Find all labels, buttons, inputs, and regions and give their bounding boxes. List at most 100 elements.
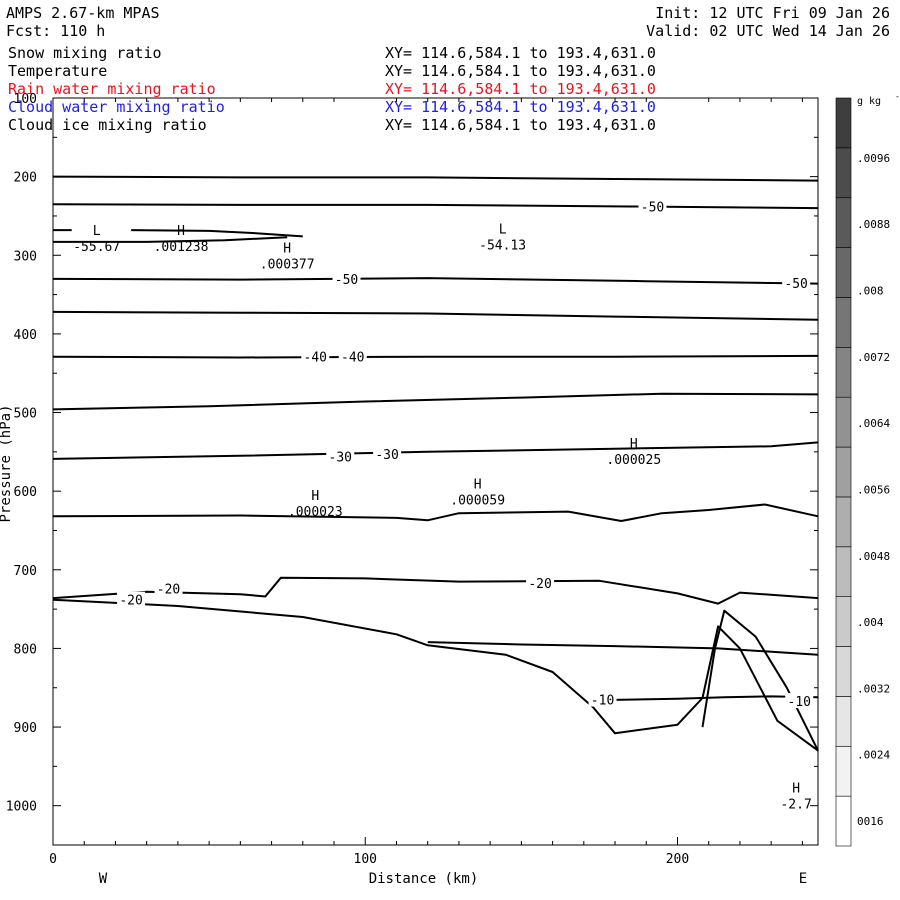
contour-label: -50 <box>641 201 664 216</box>
extremum-value: -55.67 <box>73 240 120 255</box>
temperature-contour <box>52 441 819 460</box>
colorbar-swatch <box>835 247 852 298</box>
colorbar-swatch <box>835 147 852 199</box>
high-marker: H <box>792 782 800 797</box>
colorbar-swatch <box>835 97 852 149</box>
colorbar-label: 0016 <box>857 815 884 828</box>
field-row: Temperature XY= 114.6,584.1 to 193.4,631.… <box>8 62 656 80</box>
colorbar-swatch <box>835 396 852 448</box>
temperature-contour <box>52 277 819 285</box>
x-tick-label: 0 <box>49 852 57 867</box>
contour-label-bg <box>154 580 183 596</box>
contour-label-bg <box>588 691 617 707</box>
contour-label: -50 <box>784 277 807 292</box>
extremum-value: .001238 <box>154 240 209 255</box>
colorbar-swatch <box>835 745 852 797</box>
y-tick-label: 100 <box>14 92 37 107</box>
colorbar-swatch <box>835 646 852 697</box>
temperature-contour <box>701 609 819 752</box>
high-marker: H <box>474 477 482 492</box>
colorbar-label: .0072 <box>857 351 890 364</box>
colorbar-swatch <box>835 546 852 597</box>
temperature-contour <box>427 641 819 656</box>
field-row: Snow mixing ratio XY= 114.6,584.1 to 193.… <box>8 44 656 62</box>
field-xy-cloud-ice: XY= 114.6,584.1 to 193.4,631.0 <box>385 116 656 134</box>
contour-label: -20 <box>157 583 180 598</box>
temperature-contour <box>52 203 819 210</box>
contour-label: -40 <box>341 351 364 366</box>
extremum-value: .000025 <box>606 453 661 468</box>
x-end-label-west: W <box>99 871 108 887</box>
contour-label: -20 <box>528 577 551 592</box>
field-row: Rain water mixing ratio XY= 114.6,584.1 t… <box>8 80 656 98</box>
extremum-value: -2.7 <box>780 798 811 813</box>
y-tick-label: 200 <box>14 171 37 186</box>
y-tick-label: 500 <box>14 407 37 422</box>
extremum-value: .000059 <box>450 493 505 508</box>
colorbar-swatch <box>835 297 852 348</box>
forecast-hour: Fcst: 110 h <box>6 22 106 40</box>
field-row: Cloud ice mixing ratio XY= 114.6,584.1 to… <box>8 116 656 134</box>
contour-label-bg <box>526 575 555 591</box>
contour-label-bg <box>638 198 667 214</box>
colorbar-swatch <box>835 596 852 647</box>
contour-label-bg <box>782 274 811 290</box>
contour-label-bg <box>332 270 361 286</box>
colorbar-swatch <box>835 496 852 548</box>
contour-label-bg <box>373 446 402 462</box>
field-row: Cloud water mixing ratio XY= 114.6,584.1 … <box>8 98 656 116</box>
colorbar-label: .0024 <box>857 749 890 762</box>
colorbar-swatch <box>835 795 852 847</box>
field-name-snow: Snow mixing ratio <box>8 44 162 62</box>
colorbar-label: .0096 <box>857 152 890 165</box>
contour-label: -10 <box>788 695 811 710</box>
high-marker: H <box>311 489 319 504</box>
y-tick-label: 800 <box>14 642 37 657</box>
x-tick-label: 100 <box>354 852 377 867</box>
contour-label-bg <box>301 348 330 364</box>
snow-contour <box>53 236 288 243</box>
high-marker: H <box>177 224 185 239</box>
field-name-cloud-water: Cloud water mixing ratio <box>8 98 225 116</box>
field-name-temperature: Temperature <box>8 62 108 80</box>
colorbar-label: .008 <box>857 284 884 297</box>
contour-label: -50 <box>335 273 358 288</box>
colorbar-label: .0048 <box>857 550 890 563</box>
extremum-value: .000023 <box>288 505 343 520</box>
plot-frame <box>52 97 819 846</box>
y-tick-label: 700 <box>14 564 37 579</box>
temperature-contour <box>52 598 819 752</box>
colorbar-swatch <box>835 446 852 498</box>
extremum-value: .000377 <box>260 257 315 272</box>
colorbar-swatch <box>835 347 852 398</box>
temperature-contour <box>52 503 819 522</box>
extremum-value: -54.13 <box>479 239 526 254</box>
temperature-contour <box>52 576 819 605</box>
colorbar-label: .0032 <box>857 682 890 695</box>
high-marker: H <box>283 241 291 256</box>
contour-label-bg <box>326 448 355 464</box>
contour-label: -30 <box>375 448 398 463</box>
field-name-cloud-ice: Cloud ice mixing ratio <box>8 116 207 134</box>
colorbar-swatch <box>835 197 852 248</box>
y-tick-label: 900 <box>14 721 37 736</box>
temperature-contour <box>52 175 819 182</box>
init-time: Init: 12 UTC Fri 09 Jan 26 <box>655 4 890 22</box>
temperature-contour <box>593 695 819 702</box>
colorbar-swatch <box>835 696 852 747</box>
contour-label-bg <box>338 348 367 364</box>
colorbar-label: .0088 <box>857 218 890 231</box>
y-tick-label: 400 <box>14 328 37 343</box>
field-xy-rain: XY= 114.6,584.1 to 193.4,631.0 <box>385 80 656 98</box>
field-xy-temperature: XY= 114.6,584.1 to 193.4,631.0 <box>385 62 656 80</box>
high-marker: H <box>630 437 638 452</box>
colorbar-label: .004 <box>857 616 884 629</box>
colorbar-unit-exponent: -1 <box>895 92 900 101</box>
field-name-rain: Rain water mixing ratio <box>8 80 216 98</box>
valid-time: Valid: 02 UTC Wed 14 Jan 26 <box>646 22 890 40</box>
model-title: AMPS 2.67-km MPAS <box>6 4 160 22</box>
low-marker: L <box>93 224 101 239</box>
colorbar-label: .0064 <box>857 417 890 430</box>
y-axis-label: Pressure (hPa) <box>0 404 14 522</box>
